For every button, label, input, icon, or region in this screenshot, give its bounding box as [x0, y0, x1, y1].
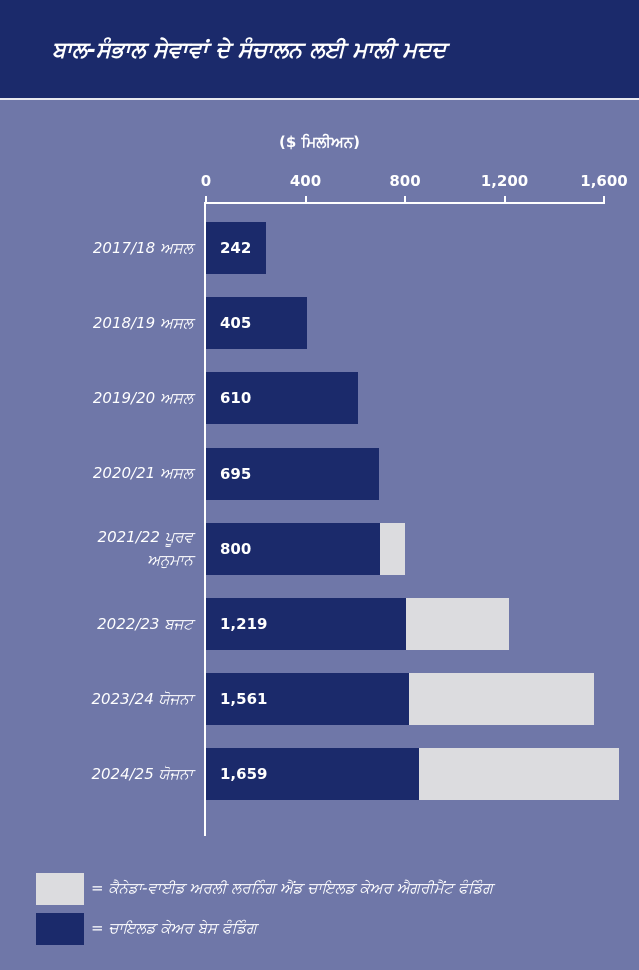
category-label: 2021/22 ਪੂਰਵ ਅਨੁਮਾਨ [3, 526, 193, 572]
bar-total-label: 1,561 [220, 690, 268, 709]
bar-cwelcc-funding [380, 522, 405, 575]
bar-base-funding [206, 297, 307, 350]
x-tick-mark [304, 196, 307, 204]
category-label-line: 2021/22 ਪੂਰਵ [97, 527, 193, 546]
category-label-line: 2018/19 ਅਸਲ [92, 313, 193, 332]
bar-base-funding [206, 372, 358, 425]
x-tick-label: 0 [200, 172, 212, 190]
x-tick-label: 800 [389, 172, 421, 190]
category-label: 2023/24 ਯੋਜਨਾ [3, 688, 193, 711]
legend-swatch-cwelcc [36, 873, 84, 905]
bar-base-funding [206, 598, 407, 650]
category-label-line: 2017/18 ਅਸਲ [92, 238, 193, 257]
x-tick-mark [503, 196, 506, 204]
bar-total-label: 405 [220, 314, 252, 333]
category-label-line: 2022/23 ਬਜਟ [97, 614, 193, 633]
category-label: 2017/18 ਅਸਲ [3, 237, 193, 260]
category-label-line: 2024/25 ਯੋਜਨਾ [91, 764, 193, 783]
category-label-line: 2020/21 ਅਸਲ [92, 464, 193, 483]
bar-total-label: 695 [220, 464, 252, 483]
category-label: 2018/19 ਅਸਲ [3, 312, 193, 335]
y-axis-line [204, 202, 206, 836]
bar-total-label: 1,659 [220, 765, 268, 784]
bar-base-funding [206, 222, 267, 274]
x-tick-label: 1,600 [580, 172, 628, 190]
category-label: 2024/25 ਯੋਜਨਾ [3, 763, 193, 786]
header-banner: ਬਾਲ-ਸੰਭਾਲ ਸੇਵਾਵਾਂ ਦੇ ਸੰਚਾਲਨ ਲਈ ਮਾਲੀ ਮਦਦ [0, 0, 639, 100]
x-tick-label: 400 [289, 172, 322, 190]
bar-base-funding [206, 447, 379, 500]
bar-base-funding [206, 522, 381, 575]
x-tick-mark [205, 196, 207, 204]
bar-total-label: 242 [220, 239, 252, 257]
legend-label-base: = ਚਾਇਲਡ ਕੇਅਰ ਬੇਸ ਫੰਡਿੰਗ [91, 919, 257, 937]
category-label-line: 2019/20 ਅਸਲ [92, 388, 193, 407]
bar-total-label: 1,219 [220, 615, 268, 633]
category-label-line: 2023/24 ਯੋਜਨਾ [91, 689, 193, 708]
bar-base-funding [206, 673, 409, 726]
legend-label-cwelcc: = ਕੈਨੇਡਾ-ਵਾਈਡ ਅਰਲੀ ਲਰਨਿੰਗ ਐਂਡ ਚਾਇਲਡ ਕੇਅਰ… [91, 879, 493, 897]
category-label-line: ਅਨੁਮਾਨ [147, 550, 193, 569]
chart-title: ਬਾਲ-ਸੰਭਾਲ ਸੇਵਾਵਾਂ ਦੇ ਸੰਚਾਲਨ ਲਈ ਮਾਲੀ ਮਦਦ [52, 38, 447, 63]
legend-swatch-base [36, 913, 84, 945]
bar-cwelcc-funding [418, 748, 619, 801]
x-tick-mark [603, 196, 605, 204]
category-label: 2020/21 ਅਸਲ [3, 462, 193, 485]
x-tick-label: 1,200 [480, 172, 529, 190]
bar-cwelcc-funding [406, 598, 510, 650]
x-tick-mark [404, 196, 406, 204]
bar-cwelcc-funding [408, 673, 595, 726]
category-label: 2022/23 ਬਜਟ [3, 613, 193, 636]
category-label: 2019/20 ਅਸਲ [3, 387, 193, 410]
x-axis-unit-label: ($ ਮਿਲੀਅਨ) [278, 133, 360, 151]
bar-base-funding [206, 748, 419, 801]
bar-total-label: 610 [220, 389, 252, 408]
bar-total-label: 800 [220, 539, 252, 558]
